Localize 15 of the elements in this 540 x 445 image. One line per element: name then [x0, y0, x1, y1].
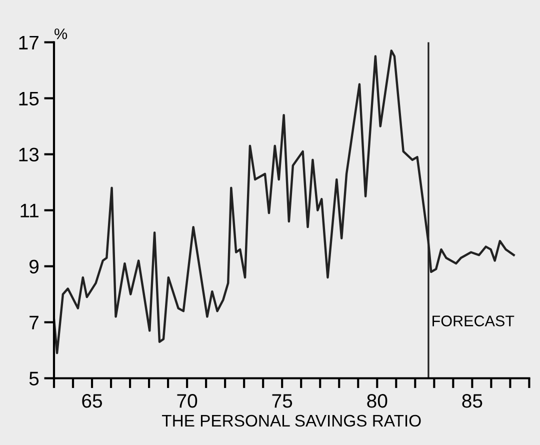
x-tick-label: 65	[82, 394, 102, 408]
y-tick-label: 5	[29, 372, 39, 386]
x-tick-label: 80	[367, 394, 388, 408]
y-tick-label: 13	[19, 148, 39, 162]
x-tick-label: 85	[462, 394, 482, 408]
y-tick-label: 17	[19, 36, 38, 50]
x-axis-title: THE PERSONAL SAVINGS RATIO	[162, 414, 421, 427]
y-tick-label: 15	[19, 92, 39, 106]
x-tick-label: 70	[177, 394, 198, 408]
y-tick-label: 9	[30, 260, 38, 274]
y-tick-label: 11	[20, 204, 38, 218]
y-tick-label: 7	[30, 316, 38, 330]
x-tick-label: 75	[272, 394, 292, 408]
y-axis-title: %	[54, 28, 68, 40]
ref-line-label: FORECAST	[432, 316, 514, 326]
